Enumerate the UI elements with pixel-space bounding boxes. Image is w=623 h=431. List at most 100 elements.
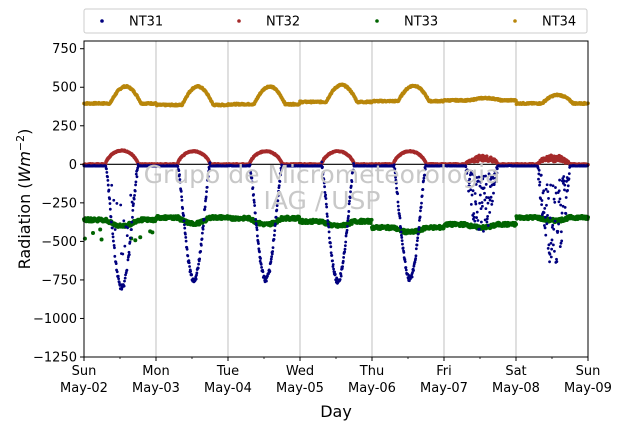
data-point-NT31 [547, 197, 550, 200]
data-point-NT31 [115, 201, 119, 205]
data-point-NT31 [327, 230, 331, 234]
data-point-NT31 [418, 219, 421, 222]
data-point-NT31 [108, 207, 112, 211]
data-point-NT33 [150, 230, 155, 235]
data-point-NT31 [106, 183, 110, 187]
y-tick-label: −1250 [33, 351, 77, 366]
data-point-NT31 [556, 230, 560, 233]
data-point-NT31 [559, 203, 563, 207]
data-point-NT31 [558, 197, 562, 201]
data-point-NT31 [134, 180, 138, 184]
data-point-NT31 [185, 247, 189, 251]
data-point-NT31 [552, 227, 556, 231]
data-point-NT31 [108, 197, 112, 201]
y-axis-title-close: ) [15, 129, 34, 135]
data-point-NT31 [274, 215, 278, 219]
data-point-NT31 [347, 214, 350, 218]
data-point-NT31 [123, 244, 127, 248]
legend-label-NT32: NT32 [266, 15, 300, 30]
data-point-NT31 [563, 183, 567, 187]
data-point-NT31 [105, 167, 108, 171]
data-point-NT31 [125, 268, 129, 272]
data-point-NT31 [546, 190, 550, 193]
data-point-NT31 [127, 253, 131, 256]
data-point-NT31 [486, 201, 490, 205]
data-point-NT31 [548, 260, 551, 264]
data-point-NT31 [182, 223, 186, 227]
data-point-NT31 [418, 215, 422, 219]
data-point-NT31 [127, 250, 131, 254]
data-point-NT31 [403, 260, 407, 264]
legend-marker-NT31 [100, 19, 104, 23]
data-point-NT31 [329, 245, 333, 249]
data-point-NT31 [488, 198, 492, 202]
data-point-NT31 [492, 191, 495, 195]
data-point-NT31 [342, 255, 346, 259]
data-point-NT33 [99, 237, 104, 242]
data-point-NT31 [271, 246, 275, 250]
data-point-NT31 [272, 233, 276, 237]
data-point-NT31 [481, 204, 484, 208]
legend-marker-NT33 [375, 19, 379, 23]
data-point-NT31 [182, 219, 186, 223]
data-point-NT31 [419, 205, 423, 209]
data-point-NT31 [330, 253, 334, 257]
y-axis-title-unit: Wm [15, 151, 34, 182]
data-point-NT33 [98, 227, 103, 232]
data-point-NT31 [111, 232, 115, 236]
data-point-NT31 [114, 262, 118, 265]
data-point-NT31 [109, 215, 113, 219]
data-point-NT31 [126, 226, 130, 230]
data-point-NT31 [410, 275, 414, 279]
data-point-NT31 [256, 234, 259, 238]
data-point-NT31 [341, 259, 345, 263]
data-point-NT31 [542, 211, 546, 215]
data-point-NT31 [420, 201, 423, 205]
data-point-NT31 [327, 225, 331, 229]
data-point-NT31 [129, 193, 133, 197]
data-point-NT31 [341, 265, 344, 269]
data-point-NT31 [549, 241, 553, 245]
data-point-NT31 [489, 195, 493, 199]
data-point-NT33 [91, 231, 95, 236]
data-point-NT31 [346, 219, 350, 222]
data-point-NT31 [567, 172, 571, 176]
data-point-NT31 [563, 205, 567, 209]
watermark-line-1: Grupo de Micrometeorologia [144, 160, 501, 189]
legend-label-NT33: NT33 [404, 15, 438, 30]
data-point-NT31 [563, 188, 566, 192]
data-point-NT31 [203, 205, 207, 209]
data-point-NT31 [544, 187, 548, 191]
data-point-NT31 [559, 230, 563, 234]
data-point-NT31 [566, 189, 569, 192]
data-point-NT31 [479, 207, 483, 211]
data-point-NT31 [108, 202, 112, 205]
data-point-NT31 [562, 179, 566, 183]
data-point-NT31 [484, 207, 488, 211]
data-point-NT31 [554, 186, 557, 189]
data-point-NT31 [200, 237, 204, 241]
legend: NT31 NT32 NT33 NT34 [83, 8, 588, 34]
data-point-NT31 [567, 177, 571, 181]
data-point-NT31 [545, 183, 549, 187]
data-point-NT31 [132, 197, 136, 201]
data-point-NT31 [183, 226, 187, 230]
data-point-NT31 [472, 215, 476, 219]
data-point-NT31 [417, 226, 421, 229]
data-point-NT31 [555, 260, 559, 264]
data-point-NT31 [131, 209, 135, 212]
data-point-NT31 [557, 222, 560, 226]
data-point-NT31 [273, 229, 277, 233]
data-point-NT31 [200, 231, 204, 235]
data-point-NT31 [472, 212, 476, 215]
x-axis: SunMay-02MonMay-03TueMay-04WedMay-05ThuM… [60, 357, 612, 396]
series-NT34 [82, 82, 590, 108]
data-point-NT31 [544, 215, 547, 219]
data-point-NT31 [202, 224, 205, 228]
x-tick-date: May-05 [276, 381, 324, 396]
data-point-NT31 [485, 220, 489, 224]
data-point-NT31 [201, 227, 205, 231]
data-point-NT31 [475, 210, 479, 214]
data-point-NT31 [420, 194, 424, 198]
